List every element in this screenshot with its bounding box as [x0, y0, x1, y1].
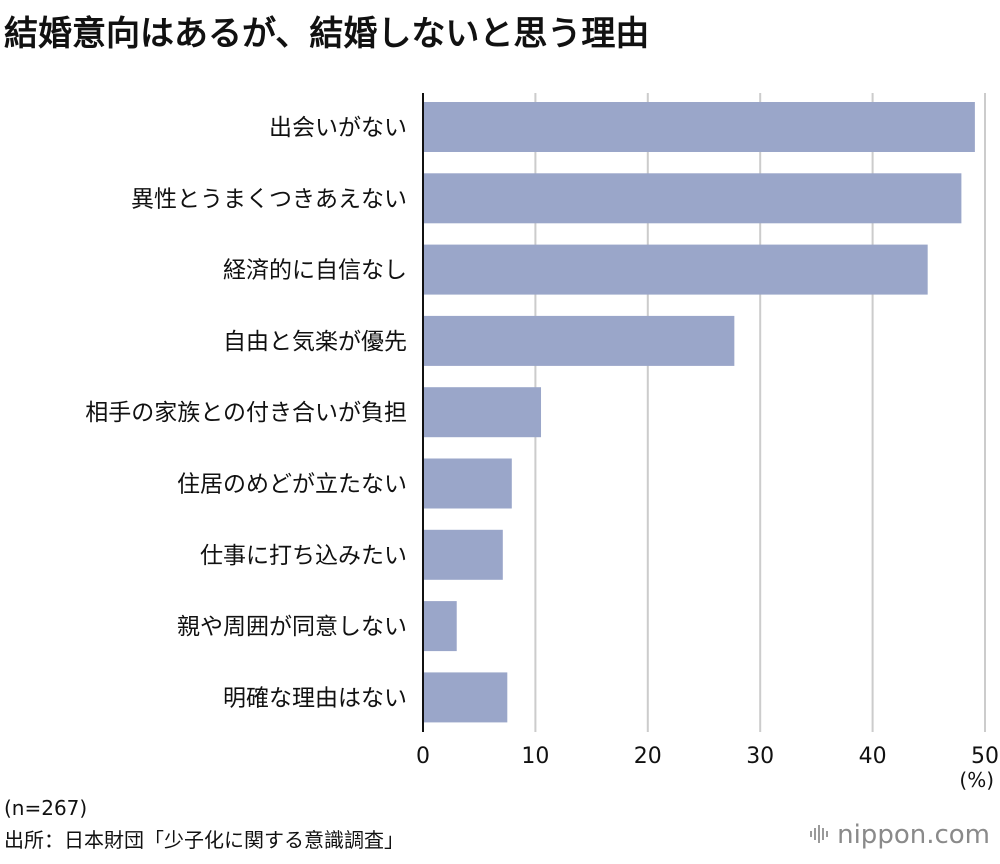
category-label-5: 住居のめどが立たない [177, 472, 407, 498]
x-tick-label-10: 10 [521, 744, 549, 769]
brand-name: nippon.com [837, 820, 990, 850]
x-tick-label-20: 20 [634, 744, 662, 769]
sample-size-note: (n=267) [4, 796, 88, 820]
source-note: 出所：日本財団「少子化に関する意識調査」 [4, 828, 404, 852]
bar-0 [423, 102, 975, 152]
category-label-4: 相手の家族との付き合いが負担 [85, 400, 407, 426]
x-tick-label-30: 30 [746, 744, 774, 769]
bar-4 [423, 387, 542, 438]
bar-1 [423, 173, 962, 224]
bar-chart: 出会いがない異性とうまくつきあえない経済的に自信なし自由と気楽が優先相手の家族と… [85, 93, 999, 769]
x-tick-label-50: 50 [971, 744, 999, 769]
category-label-2: 経済的に自信なし [223, 258, 407, 284]
category-label-7: 親や周囲が同意しない [177, 614, 407, 640]
x-tick-label-0: 0 [416, 744, 430, 769]
brand-logo: nippon.com [809, 820, 990, 850]
bar-5 [423, 458, 512, 509]
bar-2 [423, 244, 928, 295]
category-label-8: 明確な理由はない [223, 685, 407, 711]
category-labels: 出会いがない異性とうまくつきあえない経済的に自信なし自由と気楽が優先相手の家族と… [85, 115, 407, 711]
x-tick-labels: 0 10 20 30 40 50 [416, 744, 999, 769]
category-label-0: 出会いがない [269, 115, 407, 141]
bar-3 [423, 315, 735, 366]
category-label-3: 自由と気楽が優先 [223, 329, 407, 355]
bars [423, 102, 975, 723]
bar-8 [423, 672, 508, 723]
bar-6 [423, 529, 503, 580]
x-tick-label-40: 40 [859, 744, 887, 769]
brand-mark-icon [810, 825, 829, 843]
bar-7 [423, 601, 457, 652]
category-label-1: 異性とうまくつきあえない [131, 186, 407, 212]
category-label-6: 仕事に打ち込みたい [200, 543, 407, 569]
chart-title: 結婚意向はあるが、結婚しないと思う理由 [4, 14, 650, 54]
x-axis-unit: (%) [959, 768, 994, 792]
